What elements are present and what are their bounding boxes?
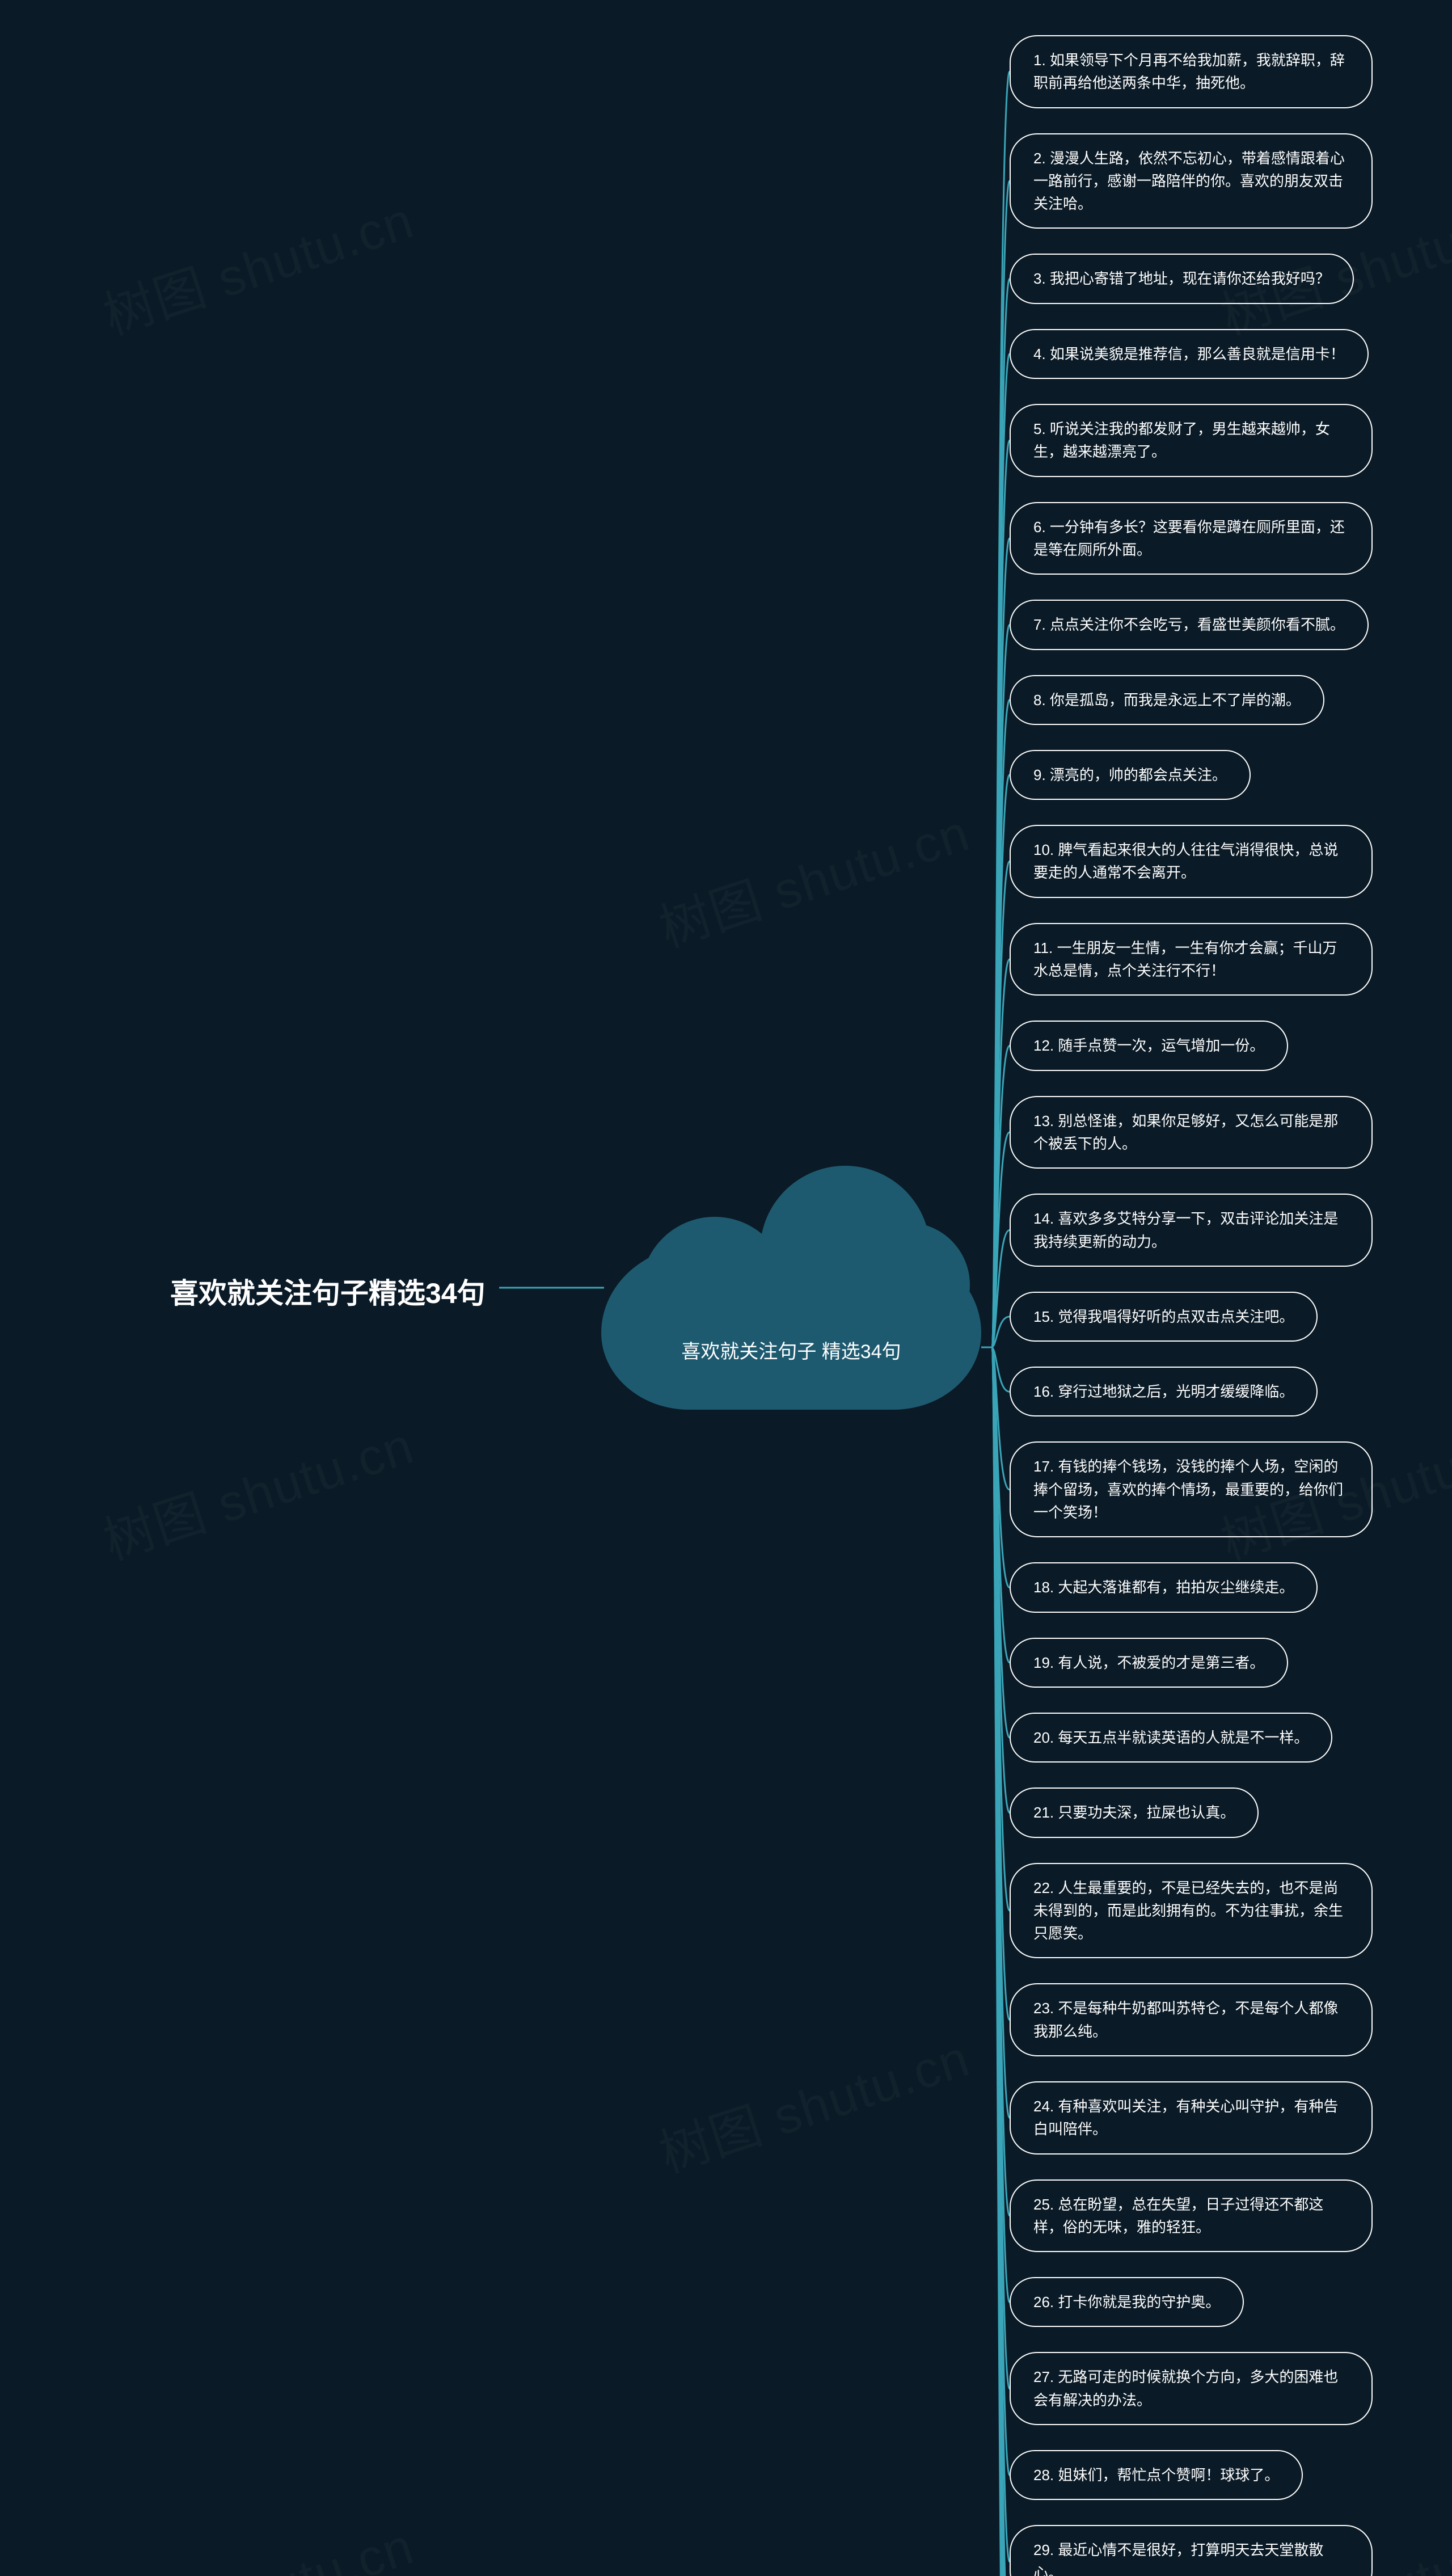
- mindmap-node: 3. 我把心寄错了地址，现在请你还给我好吗？: [1010, 254, 1354, 303]
- mindmap-node: 16. 穿行过地狱之后，光明才缓缓降临。: [1010, 1367, 1318, 1416]
- mindmap-node: 13. 别总怪谁，如果你足够好，又怎么可能是那个被丢下的人。: [1010, 1096, 1373, 1169]
- cloud-body: [601, 1245, 981, 1410]
- mindmap-node: 4. 如果说美貌是推荐信，那么善良就是信用卡！: [1010, 329, 1369, 379]
- mindmap-node: 23. 不是每种牛奶都叫苏特仑，不是每个人都像我那么纯。: [1010, 1983, 1373, 2056]
- canvas: 树图 shutu.cn 树图 shutu.cn 树图 shutu.cn 树图 shut…: [0, 0, 1452, 2576]
- mindmap-node: 29. 最近心情不是很好，打算明天去天堂散散心。: [1010, 2525, 1373, 2576]
- watermark: 树图 shutu.cn: [93, 2505, 422, 2576]
- page-title: 喜欢就关注句子精选34句: [170, 1271, 486, 1312]
- mindmap-node: 17. 有钱的捧个钱场，没钱的捧个人场，空闲的捧个留场，喜欢的捧个情场，最重要的…: [1010, 1441, 1373, 1537]
- mindmap-node: 15. 觉得我唱得好听的点双击点关注吧。: [1010, 1292, 1318, 1342]
- mindmap-node: 2. 漫漫人生路，依然不忘初心，带着感情跟着心一路前行，感谢一路陪伴的你。喜欢的…: [1010, 133, 1373, 229]
- mindmap-node: 27. 无路可走的时候就换个方向，多大的困难也会有解决的办法。: [1010, 2352, 1373, 2425]
- watermark: 树图 shutu.cn: [93, 179, 422, 349]
- mindmap-node: 26. 打卡你就是我的守护奥。: [1010, 2277, 1244, 2327]
- cloud-label: 喜欢就关注句子 精选34句: [601, 1336, 981, 1364]
- node-list: 1. 如果领导下个月再不给我加薪，我就辞职，辞职前再给他送两条中华，抽死他。 2.…: [1010, 35, 1373, 2576]
- mindmap-node: 6. 一分钟有多长？这要看你是蹲在厕所里面，还是等在厕所外面。: [1010, 502, 1373, 575]
- mindmap-node: 5. 听说关注我的都发财了，男生越来越帅，女生，越来越漂亮了。: [1010, 404, 1373, 477]
- mindmap-node: 22. 人生最重要的，不是已经失去的，也不是尚未得到的，而是此刻拥有的。不为往事…: [1010, 1863, 1373, 1959]
- mindmap-node: 20. 每天五点半就读英语的人就是不一样。: [1010, 1713, 1332, 1763]
- central-cloud: 喜欢就关注句子 精选34句: [601, 1166, 981, 1410]
- mindmap-node: 28. 姐妹们，帮忙点个赞啊！球球了。: [1010, 2450, 1303, 2500]
- mindmap-node: 25. 总在盼望，总在失望，日子过得还不都这样，俗的无味，雅的轻狂。: [1010, 2179, 1373, 2253]
- mindmap-node: 12. 随手点赞一次，运气增加一份。: [1010, 1021, 1288, 1070]
- watermark: 树图 shutu.cn: [649, 792, 978, 962]
- watermark: 树图 shutu.cn: [93, 1405, 422, 1574]
- mindmap-node: 19. 有人说，不被爱的才是第三者。: [1010, 1638, 1288, 1688]
- mindmap-node: 1. 如果领导下个月再不给我加薪，我就辞职，辞职前再给他送两条中华，抽死他。: [1010, 35, 1373, 108]
- mindmap-node: 21. 只要功夫深，拉屎也认真。: [1010, 1787, 1259, 1837]
- mindmap-node: 9. 漂亮的，帅的都会点关注。: [1010, 750, 1251, 800]
- mindmap-node: 24. 有种喜欢叫关注，有种关心叫守护，有种告白叫陪伴。: [1010, 2081, 1373, 2155]
- mindmap-node: 14. 喜欢多多艾特分享一下，双击评论加关注是我持续更新的动力。: [1010, 1194, 1373, 1267]
- watermark: 树图 shutu.cn: [649, 2017, 978, 2187]
- mindmap-node: 10. 脾气看起来很大的人往往气消得很快，总说要走的人通常不会离开。: [1010, 825, 1373, 898]
- mindmap-node: 11. 一生朋友一生情，一生有你才会赢；千山万水总是情，点个关注行不行！: [1010, 923, 1373, 996]
- mindmap-node: 8. 你是孤岛，而我是永远上不了岸的潮。: [1010, 675, 1324, 725]
- mindmap-node: 7. 点点关注你不会吃亏，看盛世美颜你看不腻。: [1010, 600, 1369, 650]
- mindmap-node: 18. 大起大落谁都有，拍拍灰尘继续走。: [1010, 1562, 1318, 1612]
